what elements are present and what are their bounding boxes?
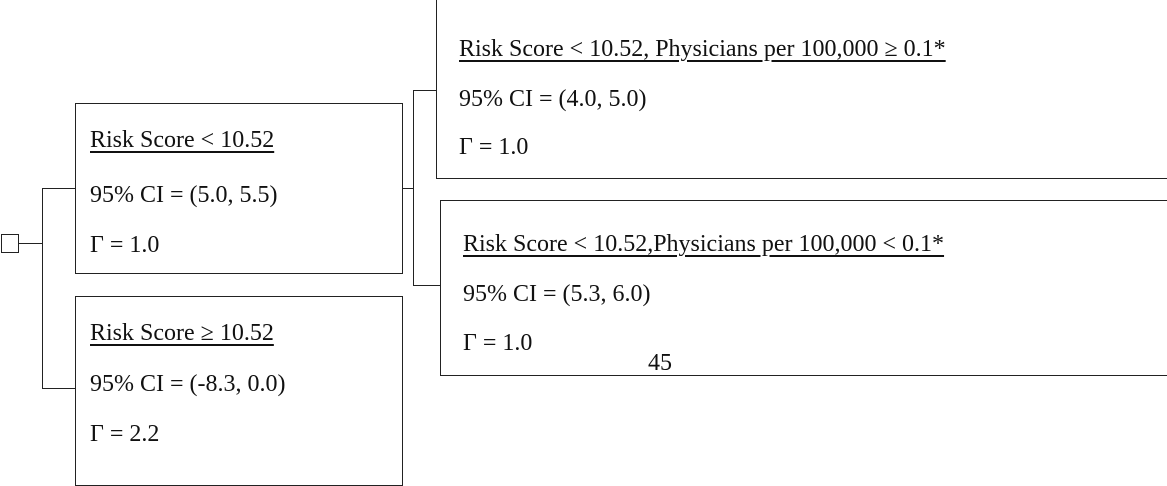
connector (401, 188, 413, 189)
node-gamma: Γ = 1.0 (90, 232, 160, 258)
node-box: Risk Score < 10.52,Physicians per 100,00… (440, 200, 1167, 376)
node-gamma: Γ = 1.0 (459, 134, 529, 160)
node-box: Risk Score ≥ 10.52 95% CI = (-8.3, 0.0) … (75, 296, 403, 486)
node-gamma: Γ = 1.0 (463, 330, 533, 356)
connector (413, 90, 414, 286)
node-condition: Risk Score < 10.52 (90, 127, 275, 153)
node-condition: Risk Score < 10.52,Physicians per 100,00… (463, 231, 945, 257)
connector (42, 388, 76, 389)
node-box: Risk Score < 10.52 95% CI = (5.0, 5.5) Γ… (75, 103, 403, 274)
node-ci: 95% CI = (5.3, 6.0) (463, 281, 651, 307)
connector (19, 243, 42, 244)
connector (413, 285, 441, 286)
node-condition: Risk Score ≥ 10.52 (90, 320, 274, 346)
node-ci: 95% CI = (5.0, 5.5) (90, 182, 278, 208)
page-number: 45 (648, 350, 672, 376)
connector (42, 188, 43, 388)
connector (42, 188, 76, 189)
node-ci: 95% CI = (4.0, 5.0) (459, 86, 647, 112)
node-gamma: Γ = 2.2 (90, 421, 160, 447)
node-condition: Risk Score < 10.52, Physicians per 100,0… (459, 36, 946, 62)
connector (413, 90, 437, 91)
node-ci: 95% CI = (-8.3, 0.0) (90, 371, 286, 397)
node-box: Risk Score < 10.52, Physicians per 100,0… (436, 0, 1167, 179)
root-node (1, 234, 19, 253)
